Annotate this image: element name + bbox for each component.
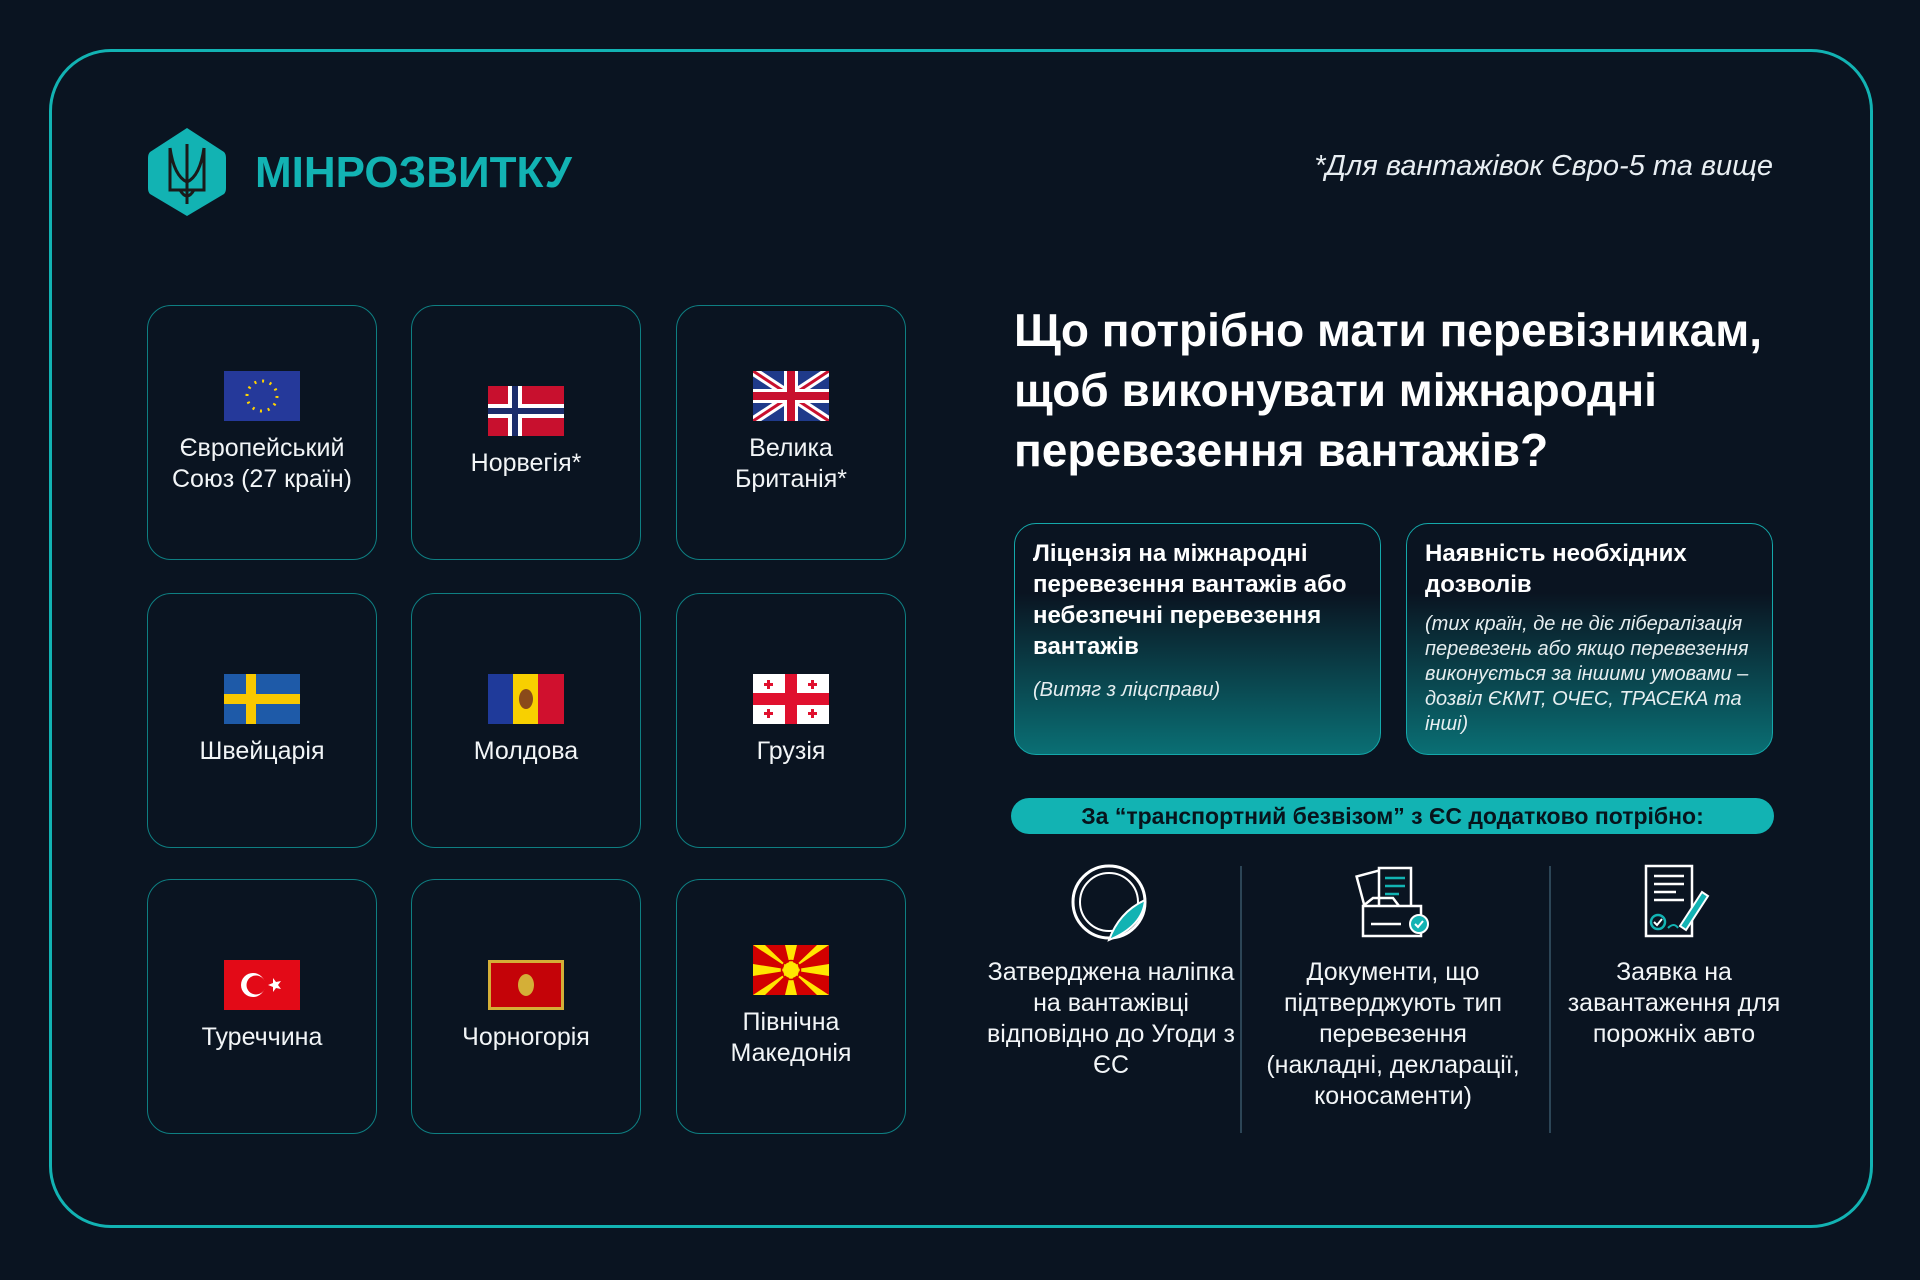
- uk-flag: [753, 370, 829, 421]
- requirement-documents: Документи, що підтверджують тип перевезе…: [1258, 862, 1528, 1112]
- divider: [1240, 866, 1242, 1133]
- norway-flag: [488, 386, 564, 436]
- north-macedonia-flag: [753, 944, 829, 995]
- sticker-icon: [1071, 864, 1147, 942]
- euro5-note: *Для вантажівок Євро-5 та вище: [1314, 150, 1773, 182]
- box-subtitle: (Витяг з ліцсправи): [1033, 679, 1221, 701]
- moldova-flag: [488, 674, 564, 724]
- requirement-label: Документи, що підтверджують тип перевезе…: [1266, 958, 1520, 1110]
- box-title: Ліцензія на міжнародні перевезення ванта…: [1033, 540, 1347, 660]
- country-label: Швейцарія: [199, 737, 325, 765]
- country-label: Грузія: [756, 737, 826, 765]
- eu-flag: [224, 370, 300, 421]
- frame: [49, 49, 1873, 1228]
- country-card-eu: Європейський Союз (27 країн): [147, 305, 377, 560]
- country-card-norway: Норвегія*: [411, 305, 641, 560]
- brand-name: МІНРОЗВИТКУ: [255, 148, 572, 197]
- country-label: Норвегія*: [470, 449, 582, 477]
- country-label: Чорногорія: [462, 1023, 590, 1051]
- box-title: Наявність необхідних дозволів: [1425, 540, 1687, 598]
- permits-box: Наявність необхідних дозволів (тих країн…: [1406, 523, 1773, 755]
- country-label: Туреччина: [201, 1023, 323, 1051]
- montenegro-flag: [488, 960, 564, 1010]
- license-box: Ліцензія на міжнародні перевезення ванта…: [1014, 523, 1381, 755]
- country-card-turkey: Туреччина: [147, 879, 377, 1134]
- page-heading: Що потрібно мати перевізникам, щоб викон…: [1014, 304, 1763, 476]
- requirement-label: Заявка на завантаження для порожніх авто: [1567, 958, 1781, 1048]
- georgia-flag: [753, 674, 829, 724]
- country-label: Європейський Союз (27 країн): [171, 433, 353, 493]
- documents-icon: [1355, 866, 1429, 938]
- country-label: Молдова: [473, 737, 579, 765]
- country-card-north-macedonia: Північна Македонія: [676, 879, 906, 1134]
- requirement-label: Затверджена наліпка на вантажівці відпов…: [986, 958, 1236, 1079]
- country-card-georgia: Грузія: [676, 593, 906, 848]
- country-card-moldova: Молдова: [411, 593, 641, 848]
- sweden-flag: [224, 674, 300, 724]
- application-form-icon: [1644, 864, 1710, 938]
- box-subtitle: (тих країн, де не діє лібералізація пере…: [1425, 613, 1749, 735]
- turkey-flag: [224, 960, 300, 1010]
- trident-hexagon-logo: [148, 128, 226, 216]
- country-label: Північна Македонія: [730, 1007, 852, 1067]
- country-label: Велика Британія*: [735, 433, 847, 493]
- country-card-montenegro: Чорногорія: [411, 879, 641, 1134]
- visa-free-banner: За “транспортний безвізом” з ЄС додатков…: [1011, 798, 1774, 834]
- divider: [1549, 866, 1551, 1133]
- requirement-sticker: Затверджена наліпка на вантажівці відпов…: [976, 862, 1246, 1081]
- country-card-switzerland: Швейцарія: [147, 593, 377, 848]
- requirement-application: Заявка на завантаження для порожніх авто: [1539, 862, 1809, 1050]
- country-card-uk: Велика Британія*: [676, 305, 906, 560]
